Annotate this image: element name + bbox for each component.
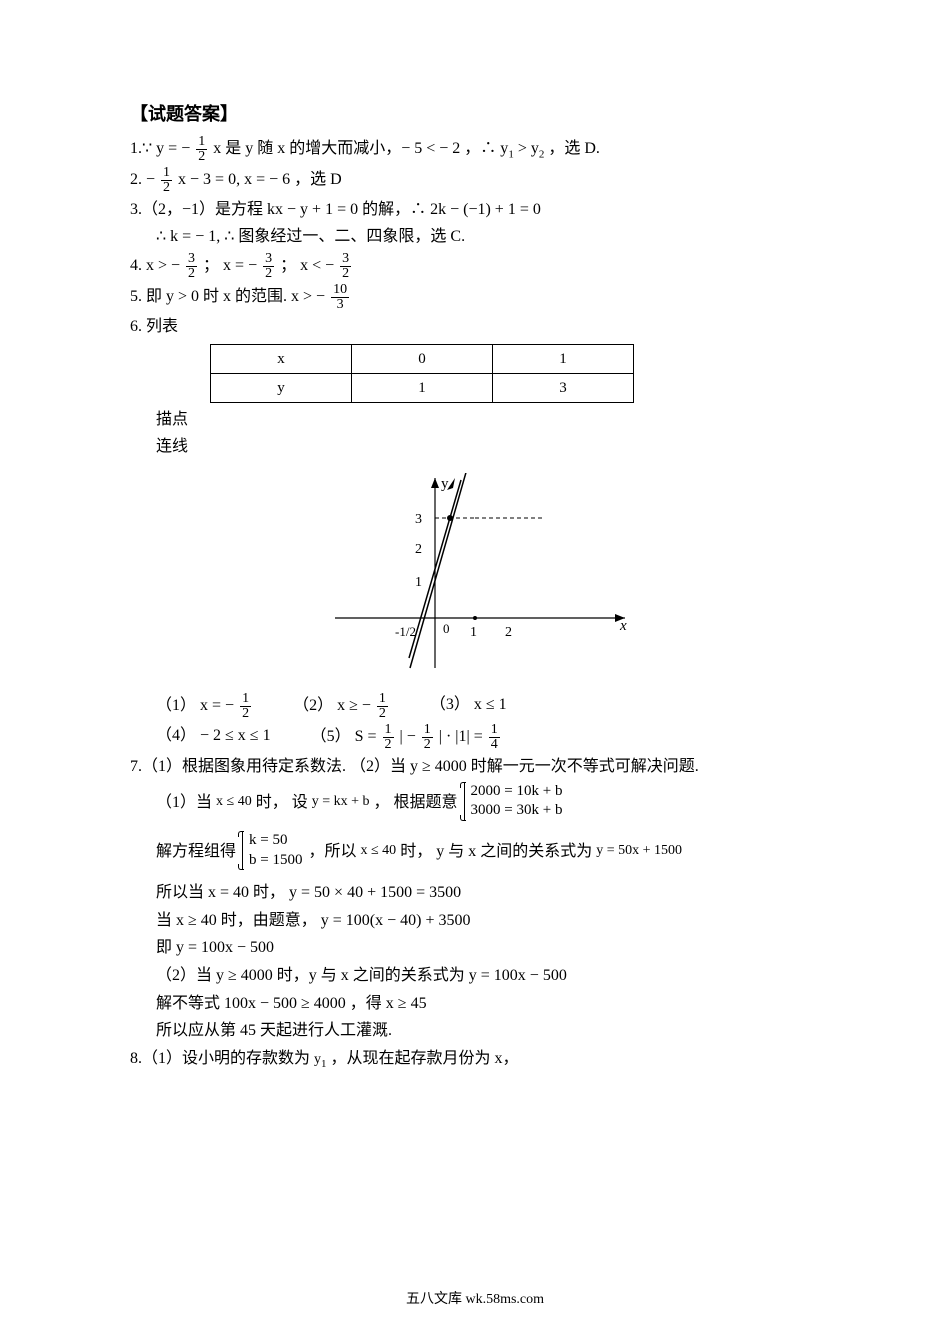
y-axis-label: y [441, 476, 449, 492]
fraction: 12 [240, 692, 251, 721]
answer-7-line: 当 x ≥ 40 时，由题意， y = 100(x − 40) + 3500 [130, 908, 820, 934]
draw-step: 连线 [130, 434, 820, 460]
answer-7-solve: 解方程组得 k = 50 b = 1500 ，所以 x ≤ 40 时， y 与 … [130, 831, 820, 872]
fraction: 14 [489, 723, 500, 752]
text: x ≤ 40 [361, 840, 397, 862]
sub-answer-3: （3） x ≤ 1 [430, 692, 507, 721]
subscript: 2 [539, 148, 545, 160]
data-table: x 0 1 y 1 3 [210, 344, 634, 403]
answer-4: 4. x > − 32 ； x = − 32 ； x < − 32 [130, 252, 820, 281]
text: （2） x ≥ − [293, 698, 375, 715]
text: 5. 即 y > 0 时 x 的范围. x > − [130, 288, 329, 305]
table-row: y 1 3 [211, 373, 634, 402]
table-cell: 1 [352, 373, 493, 402]
subscript: 1 [321, 1058, 327, 1070]
answer-8: 8.（1）设小明的存款数为 y1 ，从现在起存款月份为 x， [130, 1046, 820, 1074]
text: ，从现在起存款月份为 x， [331, 1050, 519, 1067]
fraction: 12 [161, 166, 172, 195]
text: （1） x = − [156, 698, 238, 715]
page-footer: 五八文库 wk.58ms.com [0, 1288, 950, 1308]
text: x 是 y 随 x 的增大而减小，− 5 < − 2 ，∴ y [213, 140, 508, 157]
table-cell: y [211, 373, 352, 402]
text: x ≤ 40 [216, 791, 252, 813]
fraction: 12 [196, 135, 207, 164]
y-tick: 2 [415, 542, 422, 557]
sub-answer-4: （4） − 2 ≤ x ≤ 1 [156, 723, 271, 752]
fraction: 32 [263, 252, 274, 281]
fraction: 12 [383, 723, 394, 752]
text: | · |1| = [439, 729, 487, 746]
fraction: 103 [331, 283, 349, 312]
text: ，所以 [308, 839, 356, 865]
answer-7-line: 即 y = 100x − 500 [130, 935, 820, 961]
text: （5） S = [311, 729, 381, 746]
text: 时， y 与 x 之间的关系式为 [400, 839, 592, 865]
fraction: 32 [186, 252, 197, 281]
line-graph: 3 2 1 y -1/2 1 2 x 0 [130, 468, 820, 687]
answer-7-intro: 7.（1）根据图象用待定系数法. （2）当 y ≥ 4000 时解一元一次不等式… [130, 754, 820, 780]
answer-2: 2. − 12 x − 3 = 0, x = − 6 ，选 D [130, 166, 820, 195]
sub-answer-2: （2） x ≥ − 12 [293, 692, 390, 721]
fraction: 12 [422, 723, 433, 752]
answer-7-part1: （1）当 x ≤ 40 时， 设 y = kx + b ， 根据题意 2000 … [130, 782, 820, 823]
answer-6-heading: 6. 列表 [130, 314, 820, 340]
x-tick: -1/2 [395, 624, 416, 639]
text: x − 3 = 0, x = − 6 ，选 D [178, 171, 342, 188]
draw-step: 描点 [130, 407, 820, 433]
text: | − [400, 729, 420, 746]
answer-5: 5. 即 y > 0 时 x 的范围. x > − 103 [130, 283, 820, 312]
variable: y [314, 1052, 321, 1067]
y-tick: 3 [415, 512, 422, 527]
text: 1.∵ y = − [130, 140, 194, 157]
origin-label: 0 [443, 621, 450, 636]
answer-7-line: 所以应从第 45 天起进行人工灌溉. [130, 1018, 820, 1044]
answer-6-row2: （4） − 2 ≤ x ≤ 1 （5） S = 12 | − 12 | · |1… [130, 723, 820, 752]
x-tick: 2 [505, 625, 512, 640]
equation: b = 1500 [249, 852, 302, 868]
document-page: 【试题答案】 1.∵ y = − 12 x 是 y 随 x 的增大而减小，− 5… [0, 0, 950, 1115]
table-row: x 0 1 [211, 344, 634, 373]
x-tick: 1 [470, 625, 477, 640]
text: 4. x > − [130, 257, 184, 274]
text: 8.（1）设小明的存款数为 [130, 1050, 314, 1067]
subscript: 1 [508, 148, 514, 160]
equation: k = 50 [249, 832, 287, 848]
fraction: 12 [377, 692, 388, 721]
sub-answer-1: （1） x = − 12 [156, 692, 253, 721]
answer-7-line: 解不等式 100x − 500 ≥ 4000 ，得 x ≥ 45 [130, 991, 820, 1017]
equation: 2000 = 10k + b [471, 783, 563, 799]
table-cell: 3 [493, 373, 634, 402]
table-cell: 1 [493, 344, 634, 373]
text: 解方程组得 [156, 839, 236, 865]
text: y = 50x + 1500 [596, 840, 682, 862]
answer-7-line: （2）当 y ≥ 4000 时，y 与 x 之间的关系式为 y = 100x −… [130, 963, 820, 989]
text: ； x = − [203, 257, 261, 274]
text: > y [518, 140, 539, 157]
equation: 3000 = 30k + b [471, 802, 563, 818]
answer-7-line: 所以当 x = 40 时， y = 50 × 40 + 1500 = 3500 [130, 880, 820, 906]
y-tick: 1 [415, 575, 422, 590]
fraction: 32 [340, 252, 351, 281]
text: （1）当 [156, 790, 212, 816]
table-cell: x [211, 344, 352, 373]
section-title: 【试题答案】 [130, 100, 820, 129]
text: ， 根据题意 [374, 790, 458, 816]
equation-system: k = 50 b = 1500 [242, 831, 302, 872]
answer-3-line1: 3.（2，−1）是方程 kx − y + 1 = 0 的解，∴ 2k − (−1… [130, 197, 820, 223]
text: 时， 设 [256, 790, 308, 816]
sub-answer-5: （5） S = 12 | − 12 | · |1| = 14 [311, 723, 502, 752]
answer-6-row1: （1） x = − 12 （2） x ≥ − 12 （3） x ≤ 1 [130, 692, 820, 721]
table-cell: 0 [352, 344, 493, 373]
text: 2. − [130, 171, 159, 188]
text: ，选 D. [548, 140, 600, 157]
x-axis-label: x [619, 618, 627, 634]
equation-system: 2000 = 10k + b 3000 = 30k + b [464, 782, 563, 823]
answer-3-line2: ∴ k = − 1, ∴ 图象经过一、二、四象限，选 C. [130, 224, 820, 250]
text: y = kx + b [312, 791, 370, 813]
answer-1: 1.∵ y = − 12 x 是 y 随 x 的增大而减小，− 5 < − 2 … [130, 135, 820, 164]
text: ； x < − [280, 257, 338, 274]
